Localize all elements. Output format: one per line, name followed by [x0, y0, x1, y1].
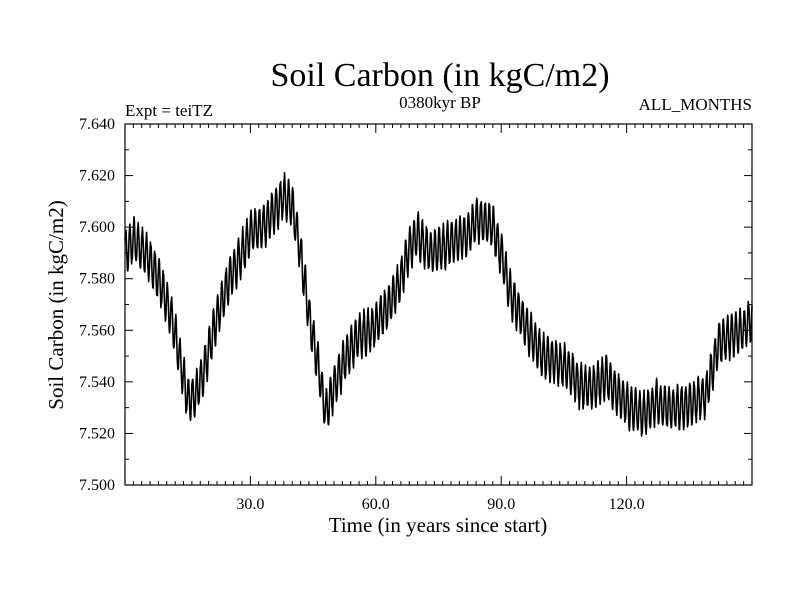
series-line-soil-carbon [124, 171, 753, 437]
chart-title: Soil Carbon (in kgC/m2) [270, 57, 609, 94]
y-axis: 7.500 7.520 7.540 7.560 7.580 7.600 7.620 7.640 [79, 116, 752, 494]
months-label: ALL_MONTHS [639, 95, 752, 114]
x-axis-label: Time (in years since start) [329, 513, 548, 537]
y-tick-label: 7.600 [79, 219, 115, 236]
x-tick-label: 30.0 [236, 496, 264, 513]
x-tick-label: 120.0 [609, 496, 645, 513]
experiment-label: Expt = teiTZ [125, 101, 213, 120]
y-tick-label: 7.500 [79, 477, 115, 494]
x-tick-label: 60.0 [362, 496, 390, 513]
x-axis: 30.0 60.0 90.0 120.0 [124, 124, 753, 513]
y-tick-label: 7.620 [79, 168, 115, 185]
period-label: 0380kyr BP [399, 93, 481, 112]
y-tick-label: 7.560 [79, 322, 115, 339]
y-axis-label: Soil Carbon (in kgC/m2) [44, 200, 68, 409]
x-tick-label: 90.0 [487, 496, 515, 513]
y-tick-label: 7.520 [79, 425, 115, 442]
y-tick-label: 7.640 [79, 116, 115, 133]
y-tick-label: 7.580 [79, 271, 115, 288]
y-tick-label: 7.540 [79, 374, 115, 391]
